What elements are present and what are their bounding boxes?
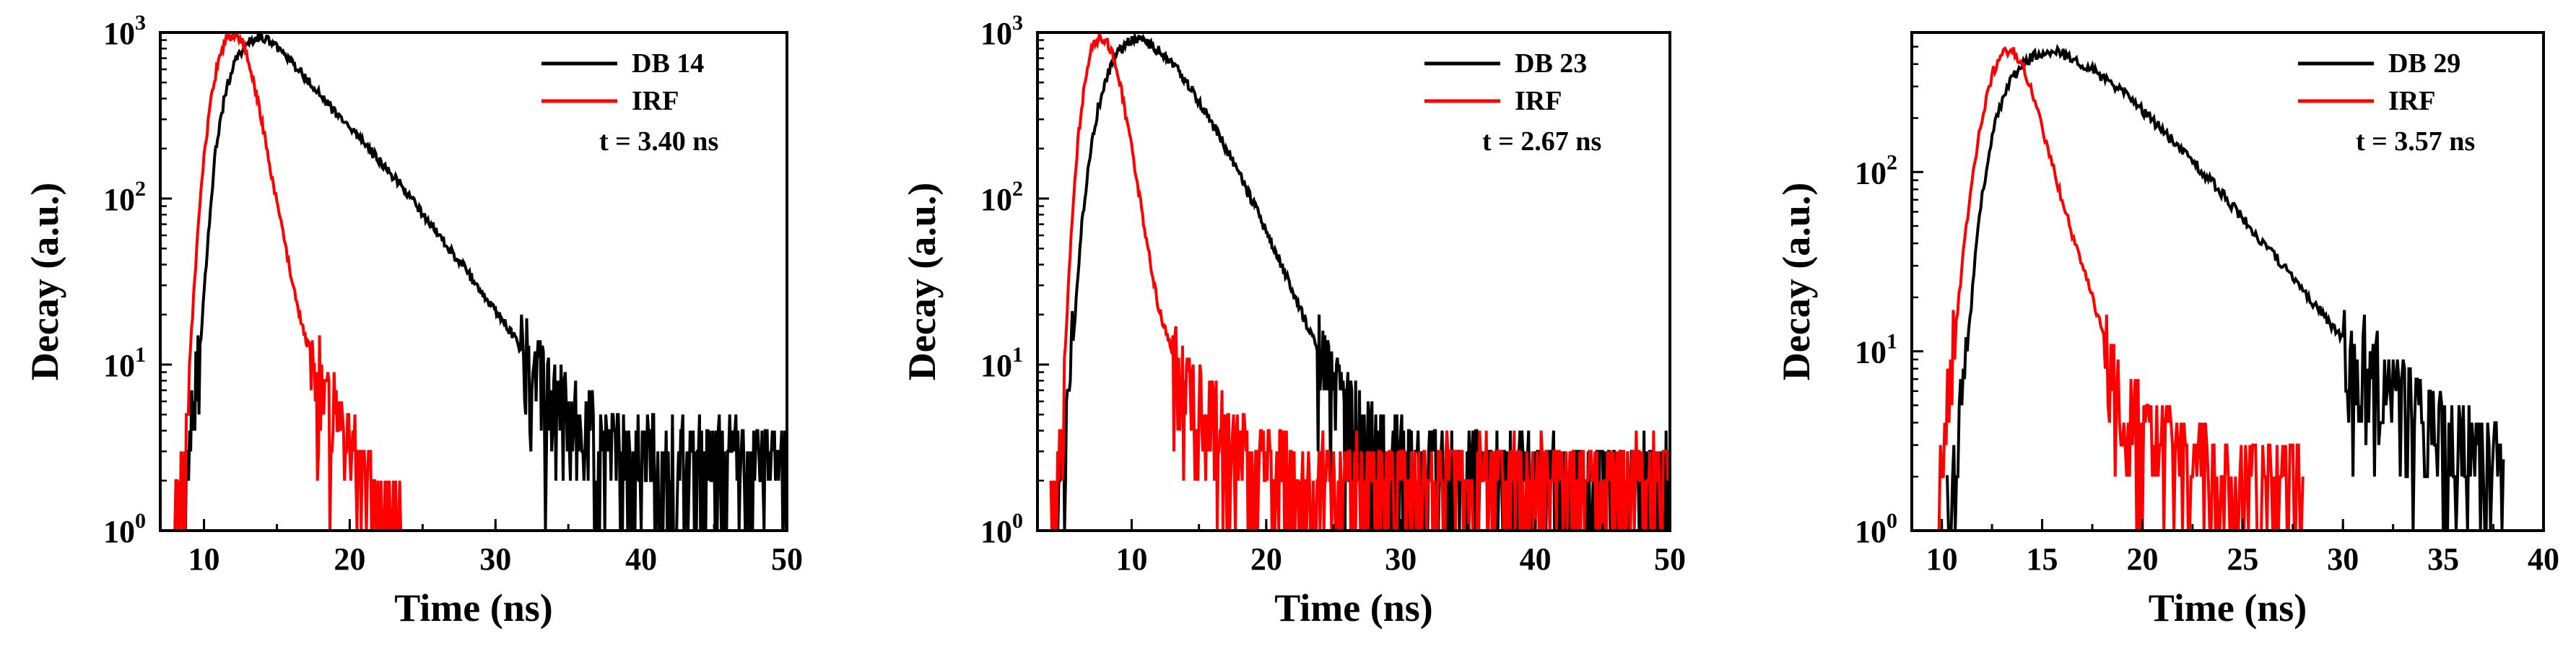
y-tick-label: 100 (103, 509, 146, 549)
lifetime-annotation: t = 3.40 ns (599, 126, 718, 157)
y-axis-title: Decay (a.u.) (1775, 183, 1818, 380)
x-tick-label: 20 (2126, 541, 2158, 577)
x-tick-label: 10 (1926, 541, 1958, 577)
chart-panel-2: 10 20 30 40 50 100 101 102 103 Time (ns) Decay (a.… (900, 11, 1686, 630)
x-tick-label: 15 (2027, 541, 2058, 577)
y-tick-label: 103 (103, 11, 146, 51)
x-tick-label: 40 (625, 541, 657, 577)
legend-label: IRF (1515, 86, 1562, 116)
chart-panel-1: 10 20 30 40 50 100 101 102 103 Time (ns) Decay (a.… (23, 11, 803, 630)
x-tick-label: 10 (1115, 541, 1147, 577)
y-tick-label: 100 (980, 509, 1023, 549)
series-line-irf (1931, 45, 2305, 531)
series-line-irf (173, 32, 409, 531)
x-tick-label: 10 (188, 541, 220, 577)
plot-frame (1036, 31, 1671, 532)
x-tick-label: 30 (1385, 541, 1417, 577)
x-tick-label: 50 (771, 541, 803, 577)
y-tick-label: 101 (103, 343, 146, 383)
lifetime-annotation: t = 3.57 ns (2356, 126, 2475, 157)
legend-label: DB 29 (2388, 48, 2460, 79)
y-tick-label: 102 (1855, 150, 1897, 191)
x-axis-title: Time (ns) (394, 586, 553, 630)
y-tick-label: 100 (1855, 509, 1897, 549)
x-tick-label: 25 (2227, 541, 2258, 577)
y-axis-title: Decay (a.u.) (900, 183, 944, 380)
x-tick-label: 50 (1654, 541, 1686, 577)
y-tick-label: 102 (103, 177, 146, 217)
lifetime-annotation: t = 2.67 ns (1482, 126, 1601, 157)
y-axis-title: Decay (a.u.) (23, 183, 66, 380)
y-tick-label: 103 (980, 11, 1023, 51)
x-tick-label: 20 (334, 541, 365, 577)
x-tick-label: 30 (479, 541, 511, 577)
series-line-db-14 (179, 32, 787, 531)
legend-label: DB 14 (632, 48, 704, 79)
x-tick-label: 40 (2528, 541, 2559, 577)
x-tick-label: 35 (2427, 541, 2459, 577)
legend-label: IRF (2388, 86, 2435, 116)
legend-label: DB 23 (1515, 48, 1587, 79)
series-line-irf (1049, 32, 1670, 531)
plot-frame (1910, 31, 2545, 532)
x-axis-title: Time (ns) (1274, 586, 1433, 630)
legend-label: IRF (632, 86, 679, 116)
y-tick-label: 101 (1855, 330, 1897, 370)
x-axis-title: Time (ns) (2149, 586, 2307, 630)
chart-panel-3: 10 15 20 25 30 35 40 100 101 102 Time (ns) Decay (a… (1775, 31, 2559, 630)
y-tick-label: 102 (980, 177, 1023, 217)
x-tick-label: 20 (1250, 541, 1282, 577)
plot-frame (159, 31, 788, 532)
x-tick-label: 30 (2327, 541, 2359, 577)
series-line-db-29 (1946, 43, 2505, 531)
x-tick-label: 40 (1520, 541, 1552, 577)
y-tick-label: 101 (980, 343, 1023, 383)
